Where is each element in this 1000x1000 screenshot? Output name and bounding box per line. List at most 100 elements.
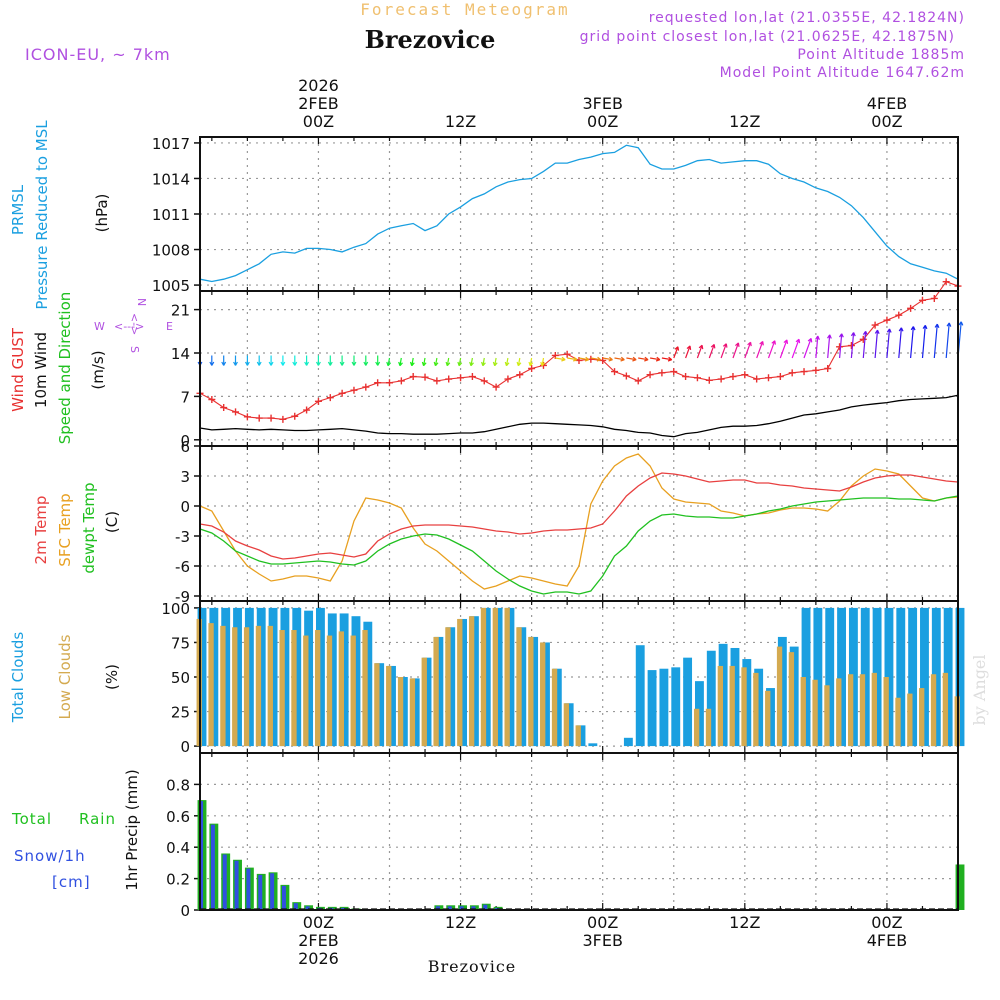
total-cloud-bar — [481, 607, 491, 747]
wind-direction-arrow — [398, 357, 403, 367]
total-cloud-bar — [825, 607, 835, 747]
time-label: 00Z — [587, 112, 618, 131]
low-cloud-bar — [812, 679, 818, 747]
gust-marker — [907, 304, 915, 312]
low-cloud-bar — [551, 668, 558, 747]
low-cloud-bar — [907, 693, 913, 747]
low-cloud-bar — [291, 630, 297, 747]
gust-marker — [895, 311, 903, 319]
low-cloud-bar — [445, 627, 451, 747]
total-cloud-bar — [884, 607, 894, 747]
wind-direction-arrow — [516, 357, 522, 367]
low-cloud-bar — [421, 657, 427, 747]
low-cloud-bar — [847, 674, 854, 747]
snow-label: Snow/1h — [14, 847, 86, 865]
total-cloud-bar — [434, 636, 444, 747]
y-tick-label: -6 — [175, 558, 190, 576]
wind-direction-arrow — [351, 355, 357, 366]
gust-marker — [291, 412, 299, 420]
wind-direction-arrow — [720, 343, 728, 359]
low-cloud-bar — [859, 674, 866, 747]
panel-0: 1005 1008 1011 1014 1017 — [152, 135, 959, 295]
gust-marker — [303, 406, 311, 414]
y-tick-label: -3 — [175, 528, 190, 546]
total-cloud-bar — [529, 636, 539, 747]
low-cloud-bar — [883, 677, 889, 747]
time-label: 12Z — [445, 913, 476, 932]
rain-bar — [955, 864, 965, 910]
snow-bar — [258, 874, 263, 910]
y-tick-label: 1008 — [152, 242, 190, 260]
wind-direction-arrow — [767, 340, 776, 359]
time-axis-top: 20262FEB00Z12Z3FEB00Z12Z4FEB00Z12Z — [298, 76, 907, 131]
gust-marker — [812, 366, 820, 374]
model-label: ICON-EU, ~ 7km — [25, 45, 171, 64]
total-cloud-bar — [837, 607, 847, 747]
gust-marker — [208, 396, 216, 403]
low-cloud-bar — [243, 627, 250, 747]
wind-direction-arrow — [898, 327, 904, 359]
total-cloud-bar — [351, 616, 361, 747]
wind-direction-arrow — [614, 356, 625, 362]
rain-label-total: Total — [11, 810, 52, 828]
total-cloud-bar — [647, 670, 657, 747]
compass-w: W — [94, 320, 105, 333]
gust-marker — [421, 373, 429, 381]
total-cloud-bar — [706, 650, 716, 747]
low-cloud-bar — [765, 690, 771, 747]
wind-direction-arrow — [339, 355, 345, 366]
time-label: 2026 — [298, 949, 339, 968]
low-cloud-bar — [504, 607, 510, 747]
wind-direction-arrow — [921, 324, 928, 359]
gust-marker — [658, 369, 666, 377]
low-cloud-bar — [208, 623, 214, 747]
y-tick-label: 7 — [180, 388, 190, 406]
wind-direction-arrow — [578, 356, 590, 362]
y-tick-label: 14 — [171, 345, 190, 363]
y-tick-label: 1017 — [152, 135, 190, 153]
total-cloud-bar — [398, 677, 408, 747]
y-tick-label: 1014 — [152, 170, 190, 188]
bottom-location: Brezovice — [428, 957, 517, 976]
snow-bar — [459, 906, 464, 910]
gust-marker — [741, 371, 749, 379]
wind-direction-arrow — [363, 355, 369, 366]
gust-marker — [788, 369, 796, 377]
time-label: 12Z — [729, 913, 760, 932]
total-clouds-label: Total Clouds — [9, 632, 27, 724]
gust-marker — [504, 375, 512, 383]
compass-s: S — [128, 346, 141, 353]
low-cloud-bar — [705, 708, 712, 747]
wind-direction-arrow — [433, 357, 439, 367]
total-cloud-bar — [943, 607, 953, 747]
wind-direction-arrow — [839, 333, 844, 359]
low-cloud-bar — [753, 672, 759, 747]
gust-marker — [634, 377, 642, 385]
low-cloud-bar — [397, 677, 404, 747]
dewpoint-line — [199, 495, 959, 595]
total-cloud-bar — [694, 681, 704, 747]
wind-direction-arrow — [850, 332, 856, 359]
gust-marker — [397, 377, 405, 385]
time-label: 12Z — [445, 112, 476, 131]
gust-marker — [824, 365, 832, 372]
time-label: 00Z — [303, 913, 334, 932]
low-cloud-bar — [303, 635, 309, 747]
temp-2m-line — [199, 472, 959, 560]
gust-marker — [255, 414, 263, 422]
gust-marker — [705, 376, 713, 384]
low-cloud-bar — [528, 636, 534, 747]
total-cloud-bar — [458, 618, 468, 747]
gust-marker — [220, 404, 228, 412]
total-cloud-bar — [920, 607, 929, 747]
wind-direction-arrow — [268, 355, 274, 366]
low-cloud-bar — [374, 663, 380, 747]
total-cloud-bar — [446, 627, 456, 747]
time-label: 3FEB — [582, 931, 622, 950]
low-cloud-bar — [930, 674, 937, 747]
cloud-unit: (%) — [103, 664, 121, 690]
total-cloud-bar — [908, 607, 918, 747]
compass-ns-arrows: <-> — [128, 313, 141, 335]
total-cloud-bar — [493, 607, 503, 747]
